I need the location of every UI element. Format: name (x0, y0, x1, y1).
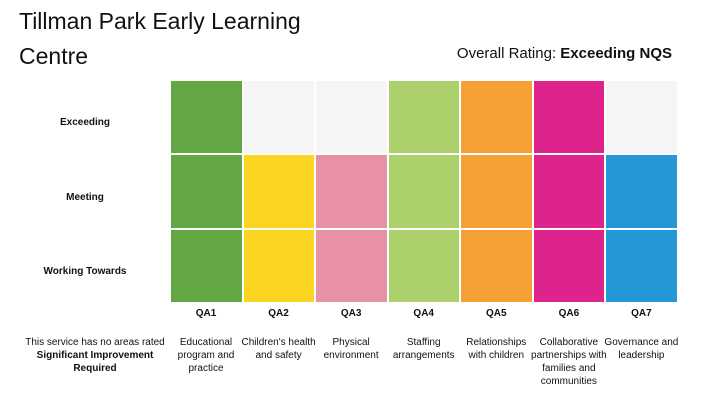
page-title: Tillman Park Early Learning Centre (19, 8, 301, 69)
qa-label-qa7: QA7 (631, 308, 652, 319)
rating-cell-qa1-working-towards (171, 229, 242, 302)
rating-cell-qa5-working-towards (461, 229, 532, 302)
qa-description-qa1: Educational program and practice (177, 337, 235, 374)
row-label-working-towards: Working Towards (43, 266, 127, 277)
rating-cell-qa3-exceeding (316, 81, 387, 154)
qa-description-qa5: Relationships with children (466, 337, 527, 361)
rating-cell-qa4-meeting (388, 155, 460, 228)
rating-cell-qa6-meeting (533, 155, 605, 228)
rating-cell-qa2-meeting (243, 155, 315, 228)
rating-cell-qa3-working-towards (316, 229, 387, 302)
qa-description-qa2: Children's health and safety (241, 337, 316, 361)
rating-cell-qa2-working-towards (243, 229, 315, 302)
service-note-line2: Significant Improvement Required (36, 350, 154, 374)
qa-description-qa3: Physical environment (323, 337, 379, 361)
qa-description-qa4: Staffing arrangements (392, 337, 455, 361)
service-note-line1: This service has no areas rated (25, 337, 165, 348)
qa-label-qa3: QA3 (340, 308, 362, 319)
rating-cell-qa7-meeting (606, 155, 677, 228)
rating-cell-qa1-meeting (171, 155, 242, 228)
rating-cell-qa2-exceeding (243, 81, 315, 154)
rating-cell-qa7-exceeding (606, 81, 677, 154)
qa-label-qa5: QA5 (485, 308, 507, 319)
overall-rating-label: Overall Rating: (456, 45, 557, 62)
row-label-meeting: Meeting (66, 192, 104, 203)
overall-rating-value: Exceeding NQS (560, 45, 672, 62)
qa-label-qa4: QA4 (413, 308, 434, 319)
service-note: This service has no areas rated Signific… (22, 336, 168, 375)
qa-label-qa1: QA1 (195, 308, 217, 319)
qa-label-qa2: QA2 (268, 308, 289, 319)
rating-cell-qa5-meeting (461, 155, 532, 228)
qa-label-qa6: QA6 (558, 308, 580, 319)
qa-description-qa7: Governance and leadership (604, 337, 679, 361)
rating-cell-qa6-working-towards (533, 229, 605, 302)
rating-cell-qa4-working-towards (388, 229, 460, 302)
row-label-exceeding: Exceeding (59, 117, 111, 128)
rating-cell-qa5-exceeding (461, 81, 532, 154)
rating-cell-qa4-exceeding (388, 81, 460, 154)
overall-rating: Overall Rating: Exceeding NQS (457, 45, 672, 62)
rating-cell-qa1-exceeding (171, 81, 242, 154)
rating-cell-qa6-exceeding (533, 81, 605, 154)
qa-description-qa6: Collaborative partnerships with families… (531, 337, 607, 387)
rating-cell-qa3-meeting (316, 155, 387, 228)
rating-grid (171, 81, 679, 304)
rating-cell-qa7-working-towards (606, 229, 677, 302)
